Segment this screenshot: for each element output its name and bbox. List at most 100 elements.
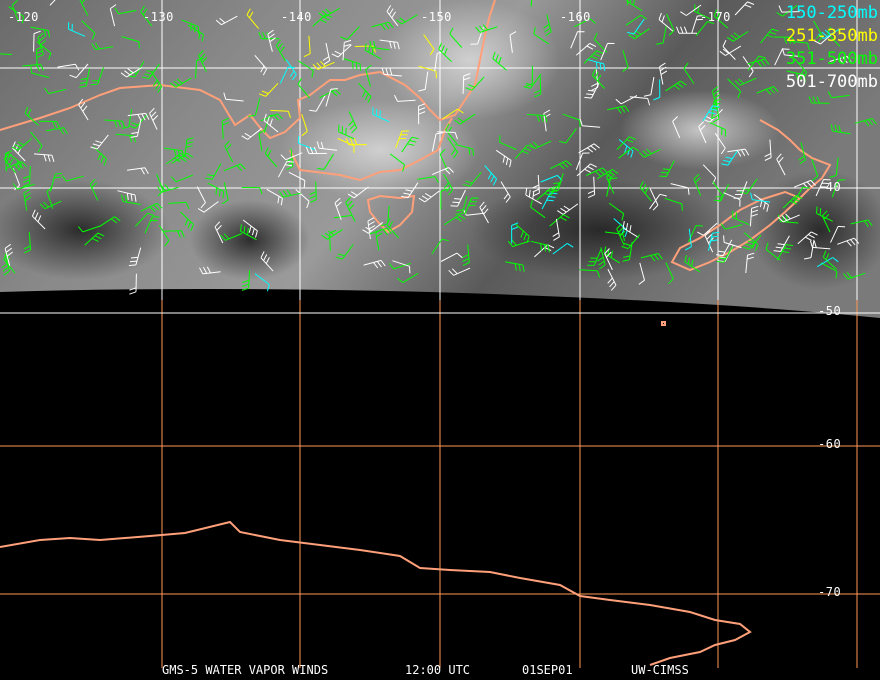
wind-barb: [688, 225, 704, 243]
wind-barb: [749, 205, 759, 227]
wind-barb: [319, 89, 341, 99]
wind-barb: [389, 153, 405, 172]
wind-barb: [325, 88, 338, 107]
latitude-label: -50: [818, 304, 842, 318]
footer-caption: GMS-5 WATER VAPOR WINDS 12:00 UTC 01SEP0…: [0, 663, 880, 679]
wind-barb: [575, 42, 597, 56]
wind-barb: [394, 94, 416, 102]
wind-barb: [434, 51, 445, 72]
wind-barb: [120, 66, 143, 78]
wind-barb: [543, 180, 562, 196]
wind-barb: [786, 70, 806, 82]
wind-barb: [695, 21, 715, 37]
wind-barb: [241, 127, 263, 140]
wind-barb: [214, 221, 224, 244]
wind-barb: [523, 73, 542, 89]
wind-barb: [552, 218, 560, 241]
legend-item: 501-700mb: [785, 72, 878, 92]
wind-barb: [659, 160, 675, 178]
wind-barb: [585, 167, 608, 177]
wind-barb: [431, 238, 449, 255]
wind-barb: [364, 43, 382, 60]
wind-barb: [128, 247, 142, 267]
wind-barb: [443, 173, 454, 196]
legend-item: 351-500mb: [785, 49, 878, 69]
wind-barb: [345, 138, 367, 146]
wind-barb: [509, 31, 517, 53]
wind-barb: [665, 262, 674, 285]
wind-barb: [187, 24, 204, 42]
wind-barb: [584, 81, 600, 99]
wind-barb: [804, 239, 815, 260]
wind-barb: [793, 186, 810, 203]
wind-barb: [171, 152, 194, 164]
wind-barb: [618, 139, 634, 158]
product-title: GMS-5 WATER VAPOR WINDS: [162, 663, 329, 677]
wind-barb: [240, 224, 257, 241]
wind-barb: [606, 177, 618, 197]
wind-barb: [616, 136, 636, 151]
coastline-tasmania: [366, 194, 416, 234]
wind-barb: [266, 188, 283, 206]
wind-barb: [258, 32, 280, 40]
wind-barb: [316, 141, 338, 151]
wind-barb: [830, 225, 846, 243]
wind-barb: [558, 128, 577, 144]
wind-barb: [197, 201, 219, 213]
wind-barb: [576, 163, 597, 177]
wind-barb: [462, 73, 471, 94]
wind-barb: [39, 200, 62, 210]
wind-barb: [401, 136, 419, 153]
wind-barb: [381, 67, 402, 77]
wind-barb: [776, 244, 794, 261]
wind-barb: [656, 25, 667, 45]
wind-barb: [157, 184, 180, 193]
latitude-label: -40: [818, 180, 842, 194]
wind-barb: [600, 42, 615, 61]
wind-barb: [117, 190, 137, 202]
wind-barb: [321, 229, 343, 240]
wind-barb: [714, 132, 726, 155]
wind-barb: [618, 146, 639, 159]
wind-barb: [297, 60, 314, 78]
wind-barb: [850, 219, 873, 227]
wind-barb: [533, 76, 542, 98]
wind-barb: [854, 118, 877, 127]
wind-barb: [684, 255, 701, 273]
wind-barb: [30, 26, 51, 38]
source-label: UW-CIMSS: [631, 663, 689, 677]
wind-barb: [280, 152, 303, 161]
wind-barb: [562, 113, 581, 128]
wind-barb: [455, 144, 475, 156]
wind-barb: [616, 223, 626, 246]
wind-barb: [437, 131, 458, 140]
wind-barb: [207, 182, 225, 199]
wind-barb: [722, 39, 736, 60]
wind-barb: [141, 63, 160, 80]
wind-barb: [61, 175, 84, 182]
wind-barb: [693, 173, 702, 196]
wind-barb: [511, 222, 519, 244]
wind-barb: [68, 22, 86, 37]
wind-barb: [607, 105, 630, 114]
wind-barb: [659, 62, 668, 85]
wind-barb: [723, 235, 742, 249]
wind-barb: [318, 7, 340, 18]
wind-barb: [625, 14, 647, 26]
wind-barb: [827, 91, 850, 99]
wind-barb: [168, 201, 190, 210]
wind-barb: [149, 107, 159, 130]
wind-barb: [454, 113, 476, 125]
wind-barb: [587, 176, 596, 199]
wind-barb: [205, 163, 222, 180]
wind-barb: [241, 270, 251, 291]
wind-barb: [33, 153, 55, 163]
wind-barb: [747, 58, 770, 68]
wind-barb: [163, 230, 185, 238]
wind-barb: [0, 53, 13, 55]
wind-barb: [31, 209, 46, 230]
wind-barb: [334, 214, 356, 222]
wind-barb: [38, 120, 60, 129]
wind-barb: [816, 257, 839, 268]
